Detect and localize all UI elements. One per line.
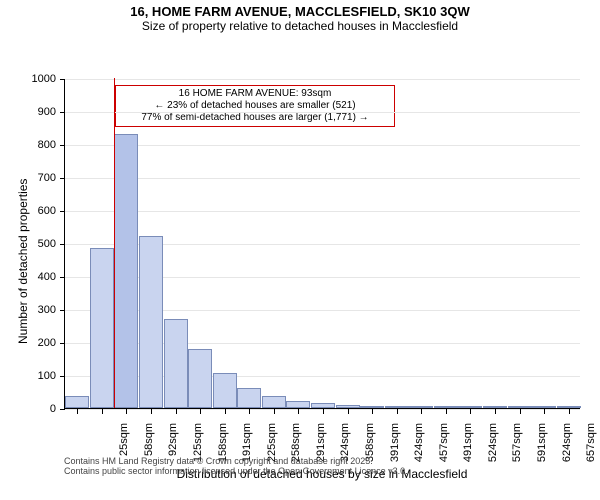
gridline — [65, 79, 580, 80]
x-tick-label: 591sqm — [536, 423, 548, 473]
y-tick-label: 500 — [16, 238, 56, 250]
y-tick-label: 100 — [16, 370, 56, 382]
histogram-bar — [360, 406, 384, 408]
chart-title-line2: Size of property relative to detached ho… — [0, 19, 600, 33]
y-tick-label: 200 — [16, 337, 56, 349]
x-tick — [200, 409, 201, 414]
x-tick — [372, 409, 373, 414]
histogram-bar — [336, 405, 360, 408]
histogram-bar — [557, 406, 581, 408]
x-tick — [176, 409, 177, 414]
y-tick — [60, 277, 65, 278]
histogram-bar — [311, 403, 335, 408]
histogram-bar — [483, 406, 507, 408]
y-tick — [60, 79, 65, 80]
x-tick-label: 657sqm — [585, 423, 597, 473]
x-tick-label: 624sqm — [561, 423, 573, 473]
footer-line1: Contains HM Land Registry data © Crown c… — [64, 456, 408, 466]
x-tick — [421, 409, 422, 414]
y-tick-label: 900 — [16, 106, 56, 118]
histogram-bar — [114, 134, 138, 408]
gridline — [65, 211, 580, 212]
footer-line2: Contains public sector information licen… — [64, 466, 408, 476]
y-tick-label: 400 — [16, 271, 56, 283]
annotation-box: 16 HOME FARM AVENUE: 93sqm← 23% of detac… — [115, 85, 395, 127]
histogram-bar — [213, 373, 237, 408]
footer-attribution: Contains HM Land Registry data © Crown c… — [64, 456, 408, 476]
gridline — [65, 112, 580, 113]
histogram-bar — [434, 406, 458, 408]
gridline — [65, 178, 580, 179]
y-tick — [60, 211, 65, 212]
y-tick — [60, 343, 65, 344]
y-tick — [60, 310, 65, 311]
plot-area: 16 HOME FARM AVENUE: 93sqm← 23% of detac… — [64, 79, 580, 409]
x-tick — [151, 409, 152, 414]
histogram-bar — [90, 248, 114, 408]
y-tick — [60, 409, 65, 410]
x-tick-label: 557sqm — [511, 423, 523, 473]
gridline — [65, 145, 580, 146]
x-tick — [274, 409, 275, 414]
x-tick — [77, 409, 78, 414]
x-tick — [225, 409, 226, 414]
histogram-bar — [286, 401, 310, 408]
y-tick-label: 1000 — [16, 73, 56, 85]
property-marker-line — [114, 78, 115, 408]
histogram-bar — [409, 406, 433, 408]
y-tick — [60, 244, 65, 245]
y-tick-label: 600 — [16, 205, 56, 217]
histogram-bar — [139, 236, 163, 408]
x-tick — [249, 409, 250, 414]
x-tick-label: 457sqm — [438, 423, 450, 473]
annotation-line: 16 HOME FARM AVENUE: 93sqm — [120, 88, 390, 100]
histogram-bar — [65, 396, 89, 408]
annotation-line: 77% of semi-detached houses are larger (… — [120, 112, 390, 124]
x-tick — [348, 409, 349, 414]
x-tick-label: 424sqm — [413, 423, 425, 473]
y-tick — [60, 178, 65, 179]
y-tick-label: 700 — [16, 172, 56, 184]
x-tick — [446, 409, 447, 414]
y-tick-label: 0 — [16, 403, 56, 415]
x-tick — [544, 409, 545, 414]
x-tick — [470, 409, 471, 414]
annotation-line: ← 23% of detached houses are smaller (52… — [120, 100, 390, 112]
chart-title-line1: 16, HOME FARM AVENUE, MACCLESFIELD, SK10… — [0, 4, 600, 19]
y-tick-label: 300 — [16, 304, 56, 316]
histogram-bar — [164, 319, 188, 408]
x-tick — [323, 409, 324, 414]
x-tick — [298, 409, 299, 414]
histogram-bar — [262, 396, 286, 408]
x-tick — [569, 409, 570, 414]
x-tick — [520, 409, 521, 414]
x-tick — [495, 409, 496, 414]
histogram-bar — [385, 406, 409, 408]
histogram-bar — [237, 388, 261, 408]
histogram-bar — [532, 406, 556, 408]
x-tick-label: 491sqm — [462, 423, 474, 473]
histogram-bar — [508, 406, 532, 408]
histogram-bar — [188, 349, 212, 408]
x-tick — [102, 409, 103, 414]
histogram-bar — [458, 406, 482, 408]
y-axis-label: Number of detached properties — [16, 179, 30, 344]
x-tick — [126, 409, 127, 414]
x-tick — [397, 409, 398, 414]
y-tick — [60, 112, 65, 113]
y-tick — [60, 145, 65, 146]
x-tick-label: 524sqm — [487, 423, 499, 473]
y-tick-label: 800 — [16, 139, 56, 151]
y-tick — [60, 376, 65, 377]
